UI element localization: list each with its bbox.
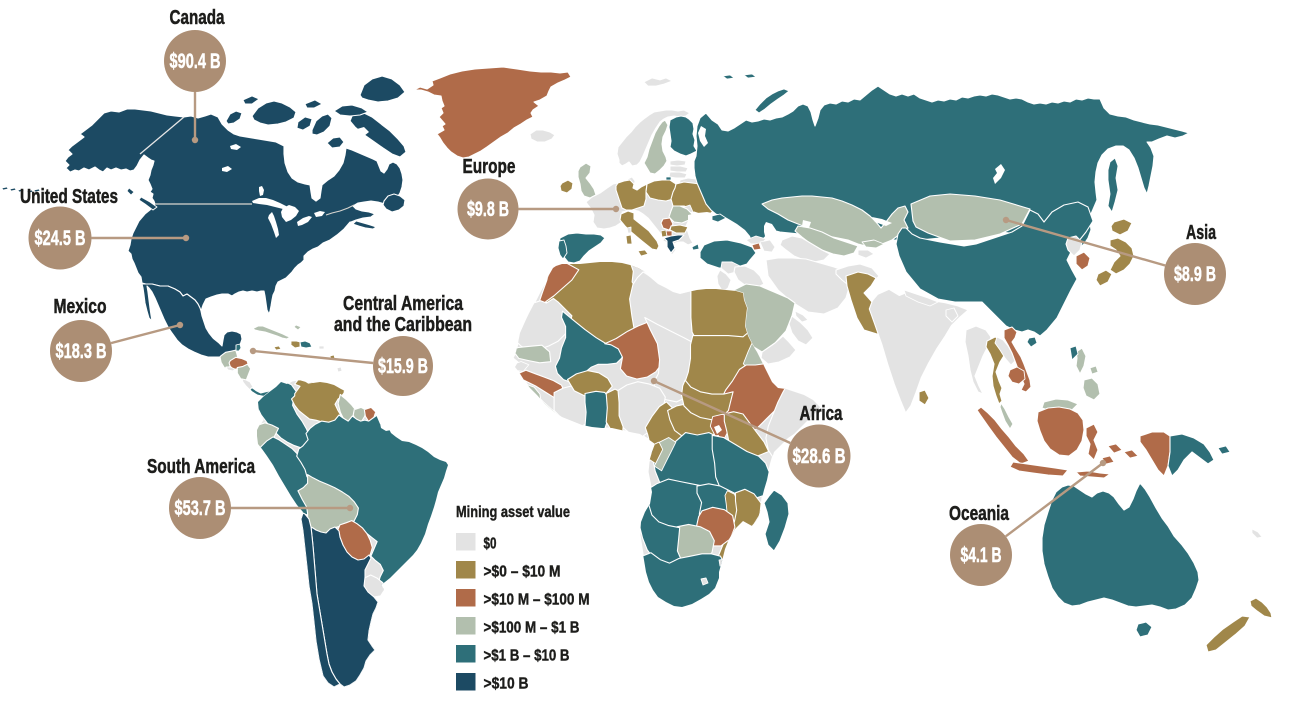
svg-text:South America: South America — [147, 456, 256, 478]
svg-text:>$0 – $10 M: >$0 – $10 M — [484, 564, 561, 581]
svg-text:Europe: Europe — [463, 156, 516, 178]
svg-text:$8.9 B: $8.9 B — [1174, 263, 1216, 286]
svg-text:$28.6 B: $28.6 B — [793, 445, 846, 468]
svg-text:Africa: Africa — [800, 403, 844, 425]
svg-text:>$100 M – $1 B: >$100 M – $1 B — [484, 620, 580, 637]
svg-text:United States: United States — [20, 186, 118, 208]
svg-text:and the Caribbean: and the Caribbean — [334, 314, 472, 336]
svg-text:Asia: Asia — [1186, 222, 1217, 244]
svg-text:Mexico: Mexico — [54, 296, 107, 318]
svg-text:$24.5 B: $24.5 B — [35, 227, 86, 250]
svg-text:>$10 M – $100 M: >$10 M – $100 M — [484, 592, 590, 609]
svg-text:$18.3 B: $18.3 B — [56, 340, 107, 363]
svg-text:$4.1 B: $4.1 B — [961, 544, 1002, 567]
svg-text:Canada: Canada — [170, 7, 226, 29]
svg-text:$53.7 B: $53.7 B — [175, 497, 226, 520]
svg-text:$15.9 B: $15.9 B — [378, 355, 428, 378]
svg-text:>$10 B: >$10 B — [484, 676, 529, 693]
svg-text:Oceania: Oceania — [949, 503, 1010, 525]
svg-text:$90.4 B: $90.4 B — [170, 50, 221, 73]
svg-text:>$1 B – $10 B: >$1 B – $10 B — [484, 648, 570, 665]
svg-text:Central America: Central America — [343, 293, 464, 315]
svg-text:$0: $0 — [484, 536, 497, 553]
svg-text:Mining asset value: Mining asset value — [456, 504, 570, 521]
svg-text:$9.8 B: $9.8 B — [467, 198, 509, 221]
